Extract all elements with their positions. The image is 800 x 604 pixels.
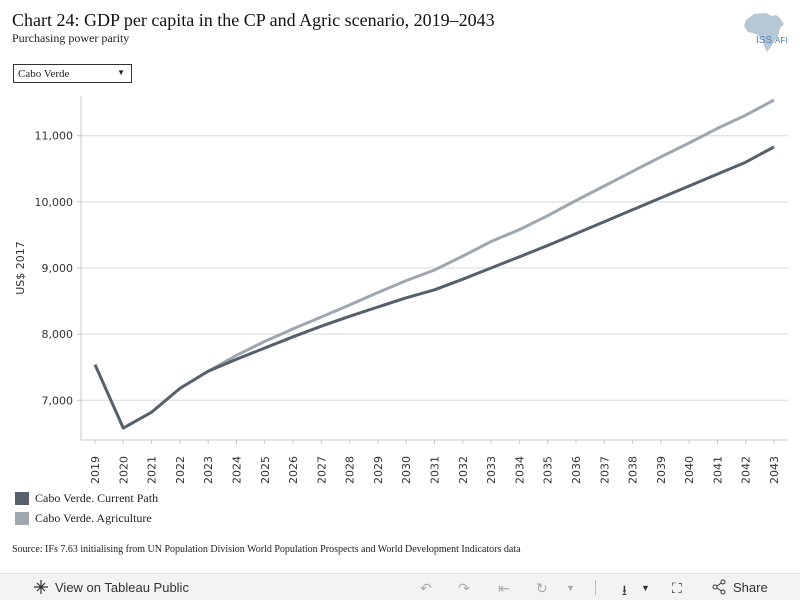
legend-label: Cabo Verde. Current Path [35,490,159,505]
x-tick-label: 2041 [711,456,724,484]
y-tick-label: 7,000 [42,394,74,407]
x-tick-label: 2035 [542,456,555,484]
x-tick-label: 2031 [429,456,442,484]
x-tick-label: 2032 [457,456,470,484]
legend-label: Cabo Verde. Agriculture [35,510,152,525]
y-tick-label: 9,000 [42,262,74,275]
x-tick-label: 2036 [570,456,583,484]
share-icon [712,579,726,595]
legend-item-current-path[interactable]: Cabo Verde. Current Path [15,488,158,508]
x-tick-label: 2022 [174,456,187,484]
series-lines [93,98,775,430]
share-button[interactable]: Share [711,579,768,595]
legend: Cabo Verde. Current Path Cabo Verde. Agr… [15,488,158,528]
tableau-icon [34,580,48,594]
line-chart: 7,000 8,000 9,000 10,000 11,000 2019 2020 2021… [14,96,788,484]
refresh-icon[interactable]: ↻ [536,580,548,596]
x-tick-label: 2033 [485,456,498,484]
legend-swatch [15,511,29,525]
x-tick-label: 2021 [146,456,159,484]
view-on-tableau-button[interactable]: View on Tableau Public [33,579,189,595]
view-on-tableau-label: View on Tableau Public [55,579,189,595]
x-tick-label: 2037 [598,456,611,484]
x-tick-label: 2026 [287,456,300,484]
x-tick-label: 2040 [683,456,696,484]
fullscreen-icon[interactable]: ⛶ [672,580,682,596]
x-tick-label: 2030 [400,456,413,484]
chart-subtitle: Purchasing power parity [12,31,130,45]
y-tick-label: 8,000 [42,328,74,341]
legend-item-agriculture[interactable]: Cabo Verde. Agriculture [15,508,158,528]
source-note: Source: IFs 7.63 initialising from UN Po… [12,544,521,555]
legend-swatch [15,491,29,505]
x-tick-label: 2028 [344,456,357,484]
y-axis: 7,000 8,000 9,000 10,000 11,000 [35,96,82,440]
x-tick-label: 2038 [627,456,640,484]
tableau-toolbar: View on Tableau Public ↶ ↷ ⇤ ↻ ▼ ⭳ ▼ ⛶ S… [0,573,800,600]
x-tick-label: 2043 [768,456,781,484]
x-tick-label: 2025 [259,456,272,484]
x-tick-label: 2034 [513,456,526,484]
x-tick-label: 2024 [230,456,243,484]
x-tick-label: 2020 [117,456,130,484]
x-tick-label: 2042 [740,456,753,484]
x-tick-label: 2039 [655,456,668,484]
y-tick-label: 10,000 [35,196,74,209]
share-label: Share [733,579,768,595]
x-axis: 2019 2020 2021 2022 2023 2024 2025 2026 2027 2028… [81,439,788,484]
undo-icon[interactable]: ↶ [420,580,432,596]
x-tick-label: 2027 [315,456,328,484]
country-select[interactable]: Cabo Verde ▼ [13,64,132,83]
logo-suffix: AFI [775,36,787,45]
y-tick-label: 11,000 [35,130,74,143]
gridlines [81,135,788,401]
toolbar-divider [595,580,596,595]
y-axis-title: US$ 2017 [14,241,27,295]
revert-icon[interactable]: ⇤ [498,580,510,596]
x-tick-label: 2029 [372,456,385,484]
chevron-down-icon[interactable]: ▼ [641,583,650,593]
logo-text: ISS [756,35,772,46]
chevron-down-icon[interactable]: ▼ [566,583,575,593]
series-line-current-path[interactable] [93,145,775,430]
country-select-value: Cabo Verde [18,67,70,80]
x-tick-label: 2023 [202,456,215,484]
series-line-agriculture[interactable] [207,98,775,373]
iss-africa-logo: ISS AFI [744,13,787,52]
redo-icon[interactable]: ↷ [458,580,470,596]
x-tick-label: 2019 [89,456,102,484]
chevron-down-icon: ▼ [117,68,125,77]
download-icon[interactable]: ⭳ [622,582,627,598]
chart-title: Chart 24: GDP per capita in the CP and A… [12,10,495,30]
